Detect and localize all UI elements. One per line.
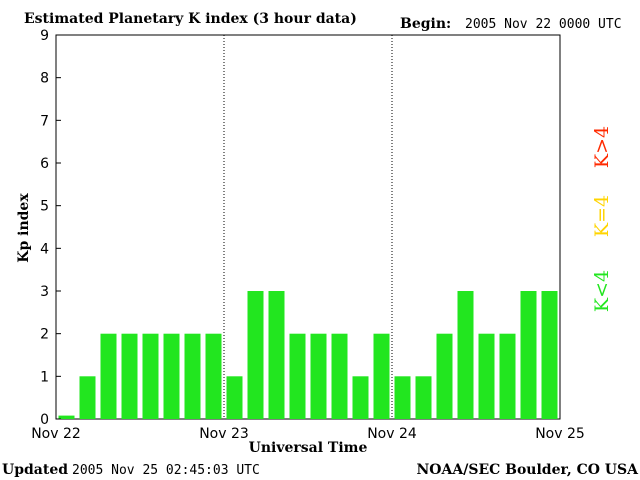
updated-label: Updated	[2, 462, 68, 478]
kp-bar	[499, 333, 516, 419]
y-tick-label: 0	[40, 412, 49, 428]
kp-bar	[541, 291, 558, 419]
kp-bar	[373, 333, 390, 419]
y-tick-label: 4	[40, 241, 49, 257]
kp-bar	[457, 291, 474, 419]
x-tick-label: Nov 24	[367, 426, 417, 442]
y-tick-label: 6	[40, 156, 49, 172]
kp-bar	[331, 333, 348, 419]
kp-bar	[100, 333, 117, 419]
kp-bar	[205, 333, 222, 419]
begin-label: Begin:	[400, 16, 451, 32]
y-tick-label: 5	[40, 199, 49, 215]
kp-bar	[247, 291, 264, 419]
y-axis-title: Kp index	[16, 193, 32, 263]
kp-bar	[352, 376, 369, 419]
kp-bar	[142, 333, 159, 419]
kp-bar	[310, 333, 327, 419]
kp-bar	[415, 376, 432, 419]
y-tick-label: 3	[40, 284, 49, 300]
kp-bar	[478, 333, 495, 419]
source-credit: NOAA/SEC Boulder, CO USA	[417, 462, 640, 478]
legend-k-equals-4: K=4	[591, 195, 613, 237]
y-axis-ticks: 0 1 2 3 4 5 6 7 8 9	[40, 28, 61, 428]
plot-frame	[55, 34, 561, 420]
x-axis-ticks: Nov 22 Nov 23 Nov 24 Nov 25	[31, 426, 585, 442]
y-tick-label: 1	[40, 369, 49, 385]
begin-value: 2005 Nov 22 0000 UTC	[465, 17, 622, 32]
x-tick-label: Nov 22	[31, 426, 81, 442]
y-tick-label: 9	[40, 28, 49, 44]
kp-bar	[289, 333, 306, 419]
legend-k-less-4: K<4	[591, 270, 613, 312]
x-axis-title: Universal Time	[249, 440, 368, 456]
kp-bar	[520, 291, 537, 419]
kp-bar	[436, 333, 453, 419]
kp-bar	[268, 291, 285, 419]
bar-group	[58, 291, 558, 419]
updated-value: 2005 Nov 25 02:45:03 UTC	[72, 463, 260, 478]
y-tick-label: 8	[40, 71, 49, 87]
legend-k-greater-4: K>4	[591, 126, 613, 168]
x-tick-label: Nov 25	[535, 426, 585, 442]
y-tick-label: 7	[40, 113, 49, 129]
kp-bar	[58, 415, 75, 419]
kp-bar	[184, 333, 201, 419]
kp-bar	[226, 376, 243, 419]
chart-title: Estimated Planetary K index (3 hour data…	[24, 11, 357, 27]
kp-bar	[163, 333, 180, 419]
kp-bar	[394, 376, 411, 419]
y-tick-label: 2	[40, 327, 49, 343]
x-tick-label: Nov 23	[199, 426, 249, 442]
kp-bar	[79, 376, 96, 419]
kp-bar	[121, 333, 138, 419]
